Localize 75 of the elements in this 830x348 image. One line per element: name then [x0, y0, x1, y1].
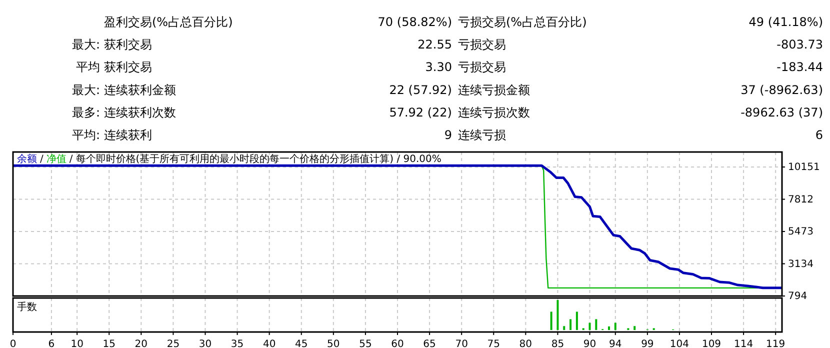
x-tick-label: 45	[295, 339, 308, 348]
text: -8962.63 (37)	[740, 105, 823, 120]
x-tick-label: 114	[734, 339, 754, 348]
text: 亏损交易(%占总百分比)	[458, 15, 587, 29]
x-tick-label: 15	[102, 339, 116, 348]
text: 亏损交易	[458, 38, 506, 52]
y-tick-label: 10151	[788, 162, 820, 174]
bar	[595, 319, 598, 330]
text: 57.92 (22)	[389, 105, 452, 120]
series-label: 余额	[17, 153, 37, 165]
text: 平均	[76, 60, 100, 74]
annotation: /	[69, 154, 74, 165]
text: 3.30	[425, 60, 452, 74]
text: 平均:	[72, 128, 100, 142]
chart-title: 每个即时价格(基于所有可利用的最小时段的每一个价格的分形插值计算) / 90.00%	[76, 153, 442, 165]
x-tick-label: 104	[670, 339, 690, 348]
annotation: /	[40, 154, 44, 165]
x-tick-label: 94	[609, 339, 622, 348]
bar	[608, 326, 610, 330]
bar	[634, 326, 636, 330]
bar	[614, 322, 616, 330]
y-tick-label: 5473	[788, 226, 814, 238]
bar	[556, 300, 559, 330]
x-tick-label: 6	[48, 339, 55, 348]
text: 连续获利金额	[104, 82, 176, 97]
x-tick-label: 70	[455, 339, 468, 348]
text: 连续亏损	[458, 128, 506, 142]
bar	[550, 312, 552, 330]
x-tick-label: 25	[166, 339, 180, 348]
text: 37 (-8962.63)	[740, 82, 823, 97]
text: 最大:	[72, 82, 100, 97]
text: 连续亏损金额	[458, 82, 530, 97]
bar	[570, 319, 572, 330]
x-tick-label: 119	[766, 339, 786, 348]
text: 连续亏损次数	[458, 105, 530, 120]
x-tick-label: 50	[327, 339, 340, 348]
series-label: 净值	[46, 153, 66, 165]
y-tick-label: 3134	[788, 258, 814, 270]
x-tick-label: 75	[487, 339, 500, 348]
text: 连续获利	[104, 128, 152, 142]
text: 盈利交易(%占总百分比)	[104, 15, 233, 29]
text: 22 (57.92)	[389, 82, 452, 97]
text: 连续获利次数	[104, 105, 176, 120]
x-tick-label: 35	[230, 339, 244, 348]
text: 最多:	[72, 105, 100, 120]
x-tick-label: 80	[519, 339, 532, 348]
y-tick-label: 794	[788, 291, 808, 302]
x-tick-label: 85	[551, 339, 564, 348]
text: -803.73	[776, 38, 823, 52]
bar	[576, 312, 578, 330]
x-tick-label: 40	[262, 339, 276, 348]
text: 70 (58.82%)	[378, 15, 452, 29]
chart-title: 手数	[17, 301, 37, 313]
text: 22.55	[418, 38, 452, 52]
y-tick-label: 7812	[788, 194, 814, 206]
x-tick-label: 99	[641, 339, 654, 348]
x-tick-label: 20	[134, 339, 148, 348]
x-tick-label: 55	[359, 339, 372, 348]
text: 获利交易	[104, 60, 152, 74]
text: 9	[444, 128, 452, 142]
x-tick-label: 90	[583, 339, 596, 348]
x-tick-label: 109	[702, 339, 722, 348]
bar	[588, 322, 591, 330]
text: 亏损交易	[458, 60, 506, 74]
text: 6	[815, 128, 823, 142]
text: 最大:	[72, 38, 100, 52]
x-tick-label: 65	[423, 339, 436, 348]
x-tick-label: 30	[198, 339, 212, 348]
text: -183.44	[776, 60, 823, 74]
x-tick-label: 60	[391, 339, 404, 348]
text: 获利交易	[104, 38, 152, 52]
text: 49 (41.18%)	[748, 15, 823, 29]
x-tick-label: 0	[10, 339, 16, 348]
x-tick-label: 10	[70, 339, 84, 348]
bar	[563, 326, 566, 330]
